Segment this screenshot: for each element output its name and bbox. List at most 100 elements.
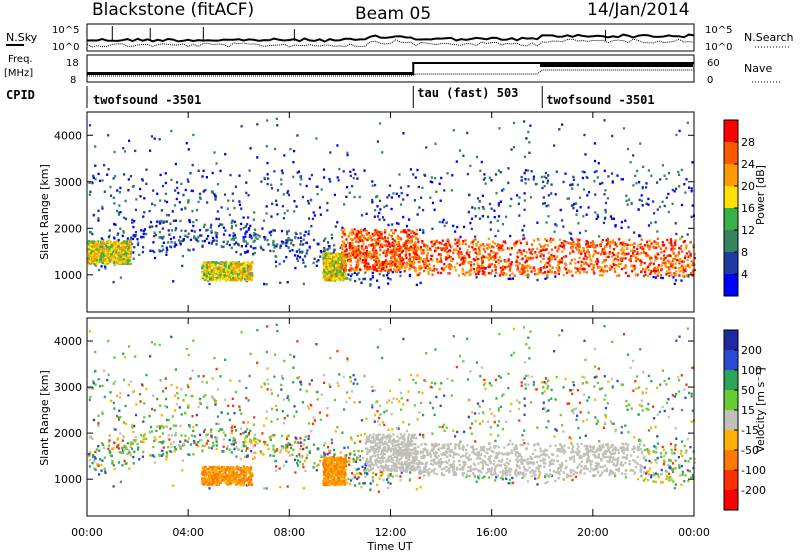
power-cell: [685, 178, 688, 181]
power-cell: [450, 265, 453, 268]
power-cell: [228, 269, 231, 272]
power-cell: [112, 247, 116, 250]
power-cell: [95, 248, 98, 252]
power-cell: [215, 234, 218, 237]
power-cell: [565, 263, 568, 267]
power-cell: [647, 265, 650, 268]
power-cell: [545, 221, 548, 224]
power-cell: [109, 185, 112, 189]
power-cell: [458, 263, 461, 267]
power-cell: [252, 247, 255, 250]
power-cell: [567, 197, 571, 200]
power-cell: [542, 266, 545, 269]
power-cell: [114, 242, 117, 246]
power-cell: [670, 241, 673, 245]
power-cell: [288, 249, 291, 253]
power-cell: [246, 242, 249, 245]
power-cell: [365, 232, 368, 236]
power-cell: [623, 266, 626, 269]
power-cell: [108, 249, 111, 252]
power-cell: [385, 243, 388, 246]
power-cell: [494, 254, 497, 257]
power-cell: [134, 231, 137, 234]
power-cell: [378, 259, 381, 262]
power-cell: [681, 264, 684, 267]
power-cell: [187, 148, 190, 151]
power-cell: [546, 179, 550, 182]
power-cell: [518, 239, 521, 242]
power-cell: [599, 265, 602, 269]
power-cell: [170, 245, 173, 249]
power-cell: [400, 230, 403, 233]
power-cell: [539, 267, 542, 270]
power-cell: [528, 141, 531, 144]
velocity-cell: [136, 448, 140, 451]
power-cell: [642, 248, 645, 251]
power-cell: [375, 232, 378, 236]
power-cell: [233, 272, 236, 275]
power-cell: [582, 267, 585, 270]
power-cell: [693, 253, 696, 256]
power-cell: [226, 272, 229, 275]
power-cell: [399, 237, 402, 240]
power-cell: [477, 207, 481, 210]
velocity-cell: [349, 479, 353, 482]
power-cell: [687, 275, 690, 278]
velocity-cell: [338, 373, 341, 376]
power-cell: [93, 240, 96, 243]
velocity-cell: [520, 384, 523, 387]
power-cell: [109, 253, 112, 256]
power-cell: [346, 186, 349, 189]
power-cell: [554, 193, 557, 196]
power-cell: [324, 254, 327, 257]
power-cell: [454, 242, 457, 245]
power-cell: [120, 246, 123, 249]
power-cell: [214, 277, 217, 281]
power-cell: [492, 240, 495, 244]
power-cell: [329, 252, 332, 255]
power-cell: [560, 257, 563, 260]
power-cell: [414, 269, 417, 272]
power-cell: [159, 173, 162, 177]
power-colorbar-swatch: [724, 164, 738, 187]
power-cell: [671, 257, 675, 260]
power-cell: [356, 230, 359, 233]
power-cell: [234, 277, 237, 280]
power-cell: [565, 268, 568, 271]
power-cell: [604, 216, 607, 219]
power-cell: [295, 250, 298, 253]
power-cell: [404, 267, 407, 270]
power-cell: [128, 244, 131, 247]
velocity-cell: [662, 448, 666, 452]
power-cell: [121, 234, 124, 238]
power-cell: [656, 181, 659, 184]
power-cell: [569, 242, 572, 245]
power-cell: [99, 244, 102, 247]
velocity-cell: [548, 464, 551, 467]
velocity-cell: [620, 383, 623, 386]
power-cell: [408, 254, 412, 257]
power-cell: [117, 254, 120, 258]
power-cell: [275, 117, 278, 121]
power-cell: [181, 254, 184, 258]
power-cell: [478, 270, 481, 273]
power-cell: [153, 250, 156, 254]
power-cell: [376, 215, 380, 218]
power-cell: [337, 257, 340, 260]
power-cell: [307, 202, 310, 205]
power-cell: [487, 245, 490, 248]
power-colorbar-swatch: [724, 252, 738, 275]
velocity-cell: [552, 459, 556, 462]
power-cell: [188, 249, 191, 252]
power-cell: [214, 268, 217, 272]
power-cell: [445, 221, 448, 224]
power-cell: [498, 244, 501, 247]
power-cell: [129, 253, 132, 256]
power-cell: [385, 204, 388, 207]
power-cell: [387, 241, 390, 245]
power-cell: [571, 187, 574, 190]
power-cell: [586, 245, 589, 249]
power-cell: [410, 235, 413, 239]
freq-tick-bottom: 8: [70, 75, 76, 86]
